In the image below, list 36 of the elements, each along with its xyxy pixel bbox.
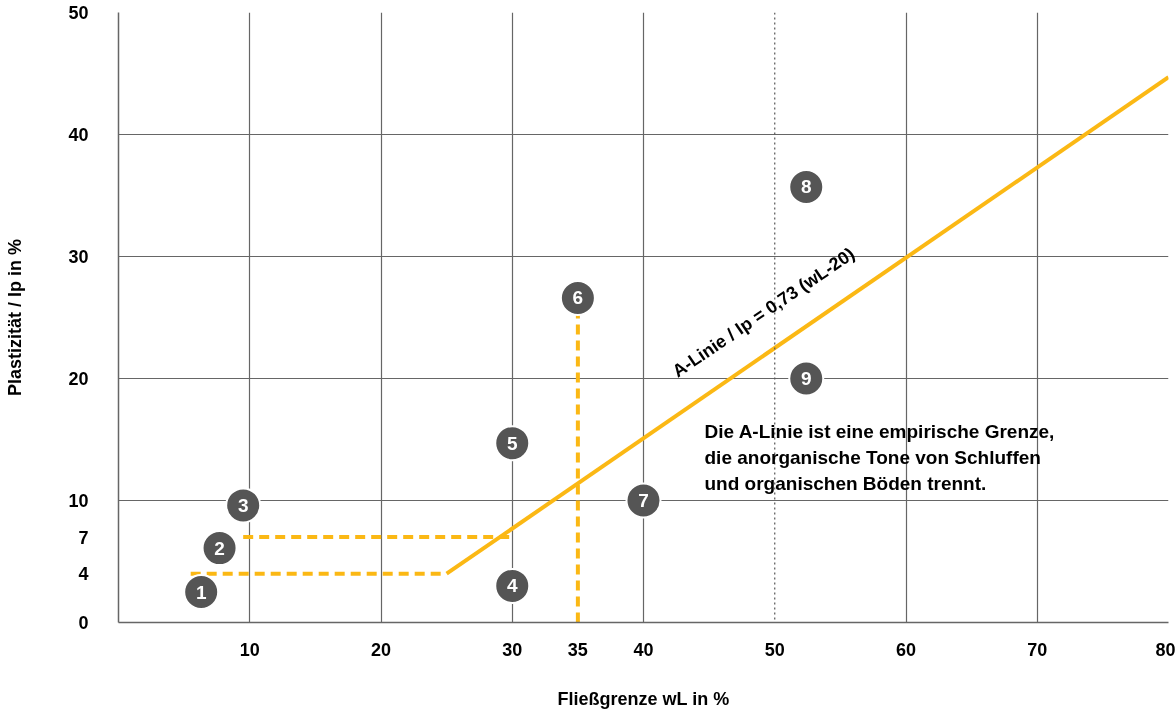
series-label: 2 xyxy=(214,537,225,559)
x-axis-title: Fließgrenze wL in % xyxy=(557,688,730,709)
y-tick-label: 40 xyxy=(68,125,89,145)
y-axis-title: Plastizität / Ip in % xyxy=(5,238,26,397)
y-tick-label: 30 xyxy=(68,247,89,267)
series-label: 8 xyxy=(800,176,812,198)
series-label: 4 xyxy=(506,575,518,597)
x-tick-label: 80 xyxy=(1155,639,1175,660)
point xyxy=(494,425,531,462)
y-tick-label: 7 xyxy=(78,527,89,548)
x-tick-label: 50 xyxy=(764,639,785,660)
point xyxy=(788,168,825,205)
series-label: 6 xyxy=(572,287,584,309)
x-tick-label: 40 xyxy=(633,639,654,660)
series-label: 5 xyxy=(506,432,518,454)
series-label: 7 xyxy=(638,490,649,511)
point xyxy=(625,482,662,519)
x-tick-label: 70 xyxy=(1027,639,1048,660)
series-label: 9 xyxy=(800,368,812,389)
x-tick-label: 30 xyxy=(502,639,523,660)
y-tick-label: 20 xyxy=(68,369,89,389)
series-label: 3 xyxy=(237,494,249,516)
point xyxy=(559,280,596,316)
series-label: 1 xyxy=(195,581,207,603)
x-tick-label: 10 xyxy=(239,639,260,660)
point xyxy=(225,487,262,524)
y-tick-label: 0 xyxy=(78,613,89,633)
x-tick-label: 60 xyxy=(895,639,917,660)
y-tick-label: 4 xyxy=(78,564,89,585)
x-tick-label: 35 xyxy=(567,639,588,660)
y-tick-label: 50 xyxy=(68,3,89,23)
y-tick-label: 10 xyxy=(68,491,89,511)
point xyxy=(201,530,238,567)
point xyxy=(788,360,825,397)
x-tick-label: 20 xyxy=(370,639,392,660)
point xyxy=(183,574,220,610)
